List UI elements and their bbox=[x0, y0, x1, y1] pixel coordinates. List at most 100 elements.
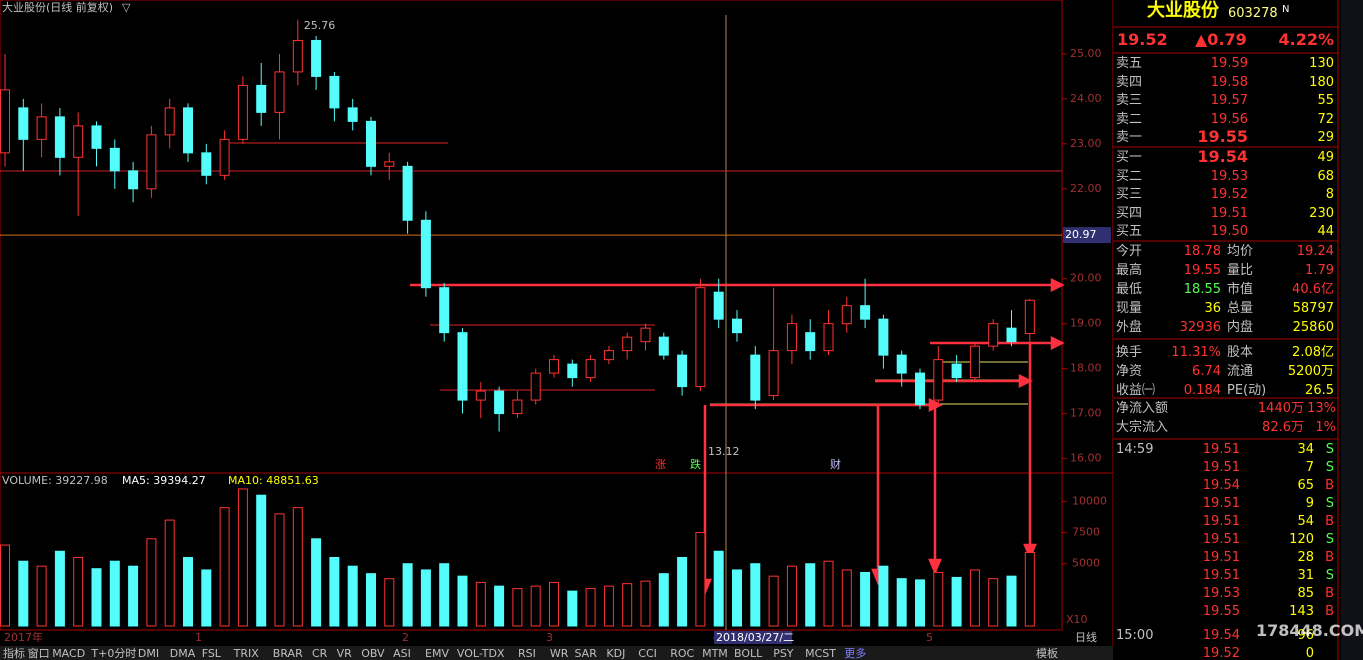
tab[interactable]: MTM bbox=[702, 647, 728, 660]
candle-body bbox=[786, 323, 797, 352]
book-volume: 180 bbox=[1309, 74, 1334, 90]
trade-volume: 34 bbox=[1297, 442, 1314, 457]
dropdown[interactable]: ▽ bbox=[122, 1, 131, 14]
tab[interactable]: TRIX bbox=[233, 647, 260, 660]
tab[interactable]: OBV bbox=[361, 647, 385, 660]
book-price: 19.57 bbox=[1210, 93, 1248, 108]
tab[interactable]: VOL-TDX bbox=[457, 647, 505, 660]
candle-body bbox=[494, 390, 505, 415]
candle-body bbox=[750, 354, 761, 401]
trade-volume: 85 bbox=[1297, 586, 1314, 601]
pct: 4.22% bbox=[1278, 30, 1334, 49]
tab[interactable]: RSI bbox=[518, 647, 536, 660]
tab[interactable]: MACD bbox=[52, 647, 85, 660]
trade-side: S bbox=[1325, 460, 1334, 475]
book-price: 19.52 bbox=[1210, 187, 1248, 202]
arrows bbox=[410, 277, 1065, 596]
stat-label: 最高 bbox=[1116, 263, 1143, 278]
volume-bar bbox=[54, 550, 65, 627]
y-tick-label: 17.00 bbox=[1070, 407, 1102, 420]
volume-bar bbox=[988, 578, 999, 627]
tab[interactable]: DMI bbox=[138, 647, 159, 660]
stat-label: PE(动) bbox=[1227, 383, 1267, 398]
trade-price: 19.51 bbox=[1202, 532, 1240, 547]
candle-body bbox=[530, 372, 541, 401]
tab[interactable]: T+0分时 bbox=[90, 647, 136, 660]
candle-body bbox=[457, 332, 468, 401]
stock-flag: N bbox=[1282, 4, 1290, 15]
book-volume: 49 bbox=[1317, 150, 1334, 165]
trade-price: 19.51 bbox=[1202, 460, 1240, 475]
tab[interactable]: CCI bbox=[638, 647, 657, 660]
stat-value: 25860 bbox=[1292, 320, 1334, 335]
candle-body bbox=[585, 359, 596, 379]
toolbar bbox=[1341, 0, 1363, 660]
tab[interactable]: BOLL bbox=[734, 647, 763, 660]
candle-body bbox=[677, 354, 688, 388]
volume-bar bbox=[1024, 551, 1035, 627]
volume-bar bbox=[750, 563, 761, 627]
candle-body bbox=[695, 287, 706, 388]
frame bbox=[0, 0, 1063, 631]
tab[interactable]: 模板 bbox=[1036, 646, 1058, 660]
tab[interactable]: WR bbox=[550, 647, 569, 660]
y-tick-label: 16.00 bbox=[1070, 452, 1102, 465]
book-label: 卖五 bbox=[1116, 56, 1143, 71]
candle-body bbox=[0, 89, 10, 154]
tab[interactable]: ROC bbox=[670, 647, 694, 660]
tab[interactable]: CR bbox=[312, 647, 328, 660]
vol-header: MA10: 48851.63 bbox=[228, 474, 319, 487]
flow-value: 82.6万 bbox=[1262, 420, 1304, 435]
trade-side: B bbox=[1325, 514, 1334, 529]
stat-value: 5200万 bbox=[1287, 364, 1334, 379]
vol-tick-label: 10000 bbox=[1072, 494, 1107, 507]
vol-unit: X10 bbox=[1066, 613, 1088, 626]
volume-bar bbox=[73, 556, 84, 627]
volume-bar bbox=[146, 538, 157, 627]
stat-label: 外盘 bbox=[1116, 320, 1143, 335]
tab[interactable]: PSY bbox=[773, 647, 794, 660]
volume-bar bbox=[384, 578, 395, 627]
volume-bar bbox=[36, 565, 47, 627]
book-label: 买三 bbox=[1116, 187, 1143, 202]
trade-volume: 96 bbox=[1297, 628, 1314, 643]
tab[interactable]: 窗口 bbox=[28, 646, 50, 660]
tab[interactable]: SAR bbox=[575, 647, 598, 660]
volume-bar bbox=[18, 560, 29, 627]
tab[interactable]: ASI bbox=[393, 647, 411, 660]
volume-bar bbox=[311, 538, 322, 627]
book-price: 19.51 bbox=[1210, 205, 1248, 221]
tab[interactable]: EMV bbox=[425, 647, 449, 660]
tab[interactable]: 更多 bbox=[844, 646, 866, 660]
trade-price: 19.54 bbox=[1202, 478, 1240, 493]
trade-price: 19.55 bbox=[1202, 604, 1240, 619]
volume-bar bbox=[732, 569, 742, 627]
tab[interactable]: MCST bbox=[805, 647, 836, 660]
stat-label: 量比 bbox=[1227, 263, 1254, 278]
stat-label: 净资 bbox=[1116, 364, 1143, 379]
book-volume: 130 bbox=[1309, 56, 1334, 71]
candle-body bbox=[18, 107, 29, 140]
volume-bar bbox=[603, 585, 614, 627]
stat-value: 32936 bbox=[1179, 320, 1221, 335]
low-label: 13.12 bbox=[708, 445, 740, 458]
stat-label: 最低 bbox=[1116, 282, 1143, 297]
tab[interactable]: FSL bbox=[202, 647, 222, 660]
trade-side: S bbox=[1325, 532, 1334, 547]
volume-bar bbox=[256, 494, 267, 627]
volume-bar bbox=[695, 532, 706, 627]
volume-bar bbox=[439, 563, 450, 627]
candle-body bbox=[146, 134, 157, 190]
tab[interactable]: VR bbox=[337, 647, 353, 660]
tab[interactable]: DMA bbox=[170, 647, 196, 660]
tab[interactable]: KDJ bbox=[606, 647, 625, 660]
trade-volume: 54 bbox=[1297, 514, 1314, 529]
flow-label: 大宗流入 bbox=[1116, 420, 1169, 435]
stat-value: 19.24 bbox=[1296, 244, 1334, 259]
tab[interactable]: 指标 bbox=[3, 646, 25, 660]
candle-body bbox=[54, 116, 65, 158]
tab[interactable]: BRAR bbox=[273, 647, 303, 660]
y-tick-label: 22.00 bbox=[1070, 182, 1102, 195]
candle-body bbox=[640, 327, 651, 343]
